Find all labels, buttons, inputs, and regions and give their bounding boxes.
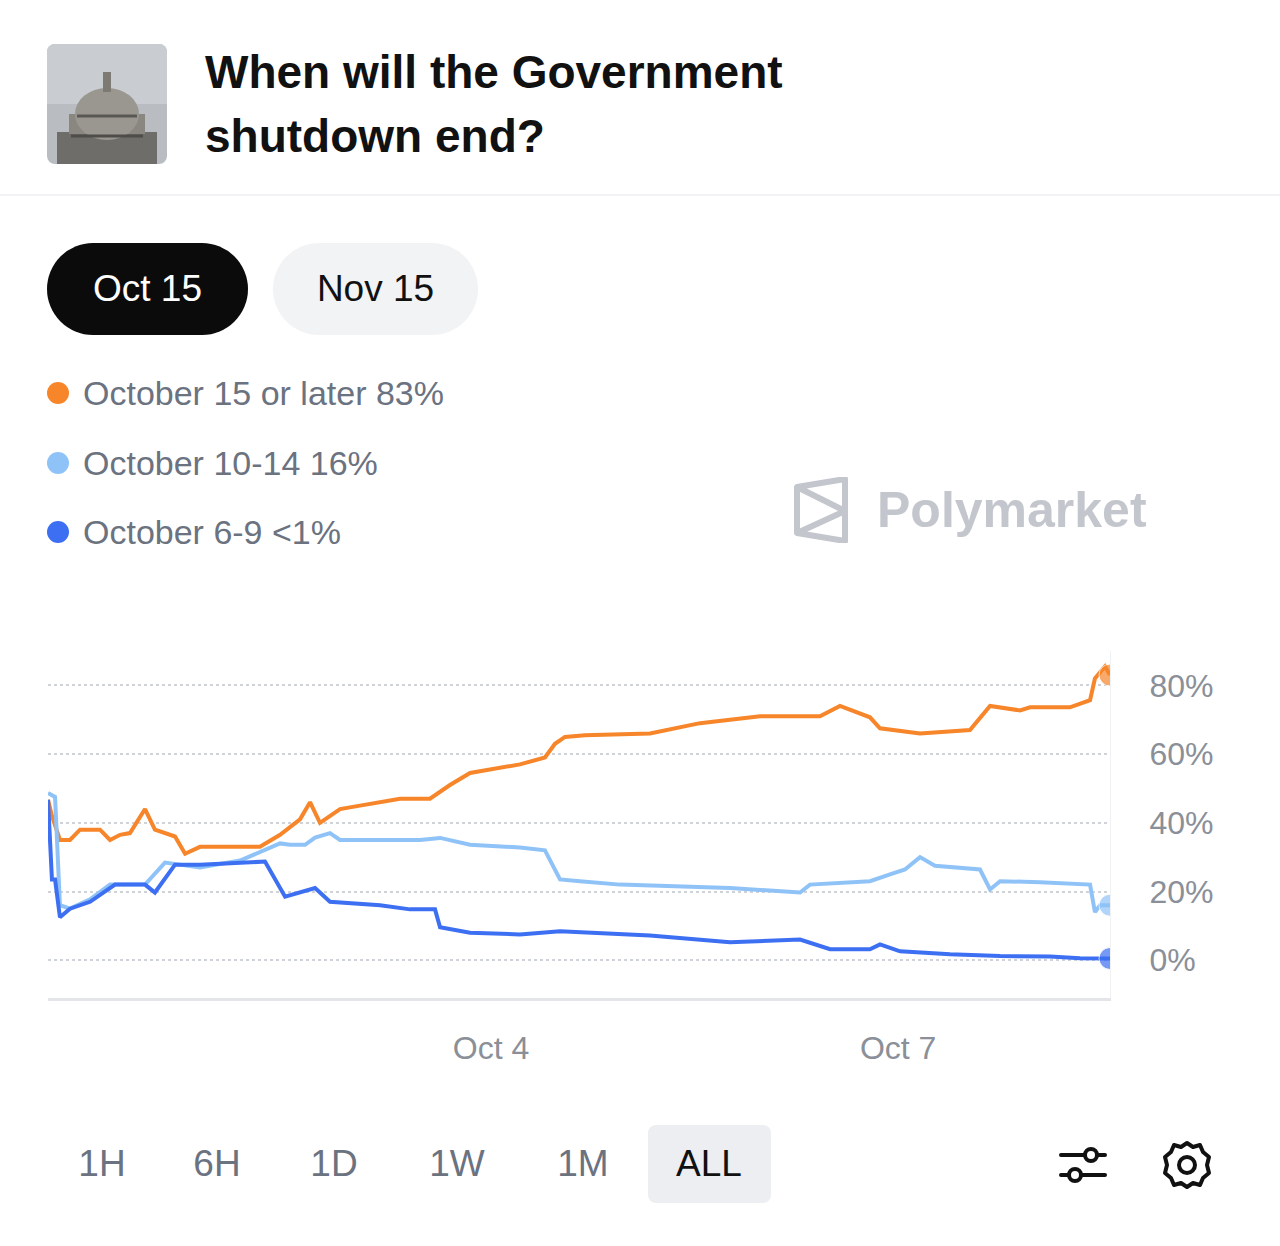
html-text:1M: 1M <box>557 1143 609 1184</box>
html-text:October 10-14 16%: October 10-14 16% <box>83 443 378 482</box>
svg-text:Oct 4: Oct 4 <box>453 1030 529 1066</box>
html-text:shutdown end?: shutdown end? <box>205 110 545 162</box>
svg-text:60%: 60% <box>1149 736 1213 772</box>
html-text:Polymarket: Polymarket <box>877 482 1147 538</box>
html-text:October 15 or later 83%: October 15 or later 83% <box>83 373 444 412</box>
html-text:6H: 6H <box>193 1143 241 1184</box>
html-text:1D: 1D <box>310 1143 358 1184</box>
html-text:Oct 15: Oct 15 <box>93 268 202 309</box>
html-text:1H: 1H <box>78 1143 126 1184</box>
svg-text:Oct 7: Oct 7 <box>860 1030 936 1066</box>
html-text:1W: 1W <box>429 1143 485 1184</box>
svg-text:40%: 40% <box>1149 805 1213 841</box>
html-text:October 6-9 <1%: October 6-9 <1% <box>83 512 341 551</box>
html-text:Nov 15: Nov 15 <box>316 268 435 309</box>
svg-text:20%: 20% <box>1149 874 1213 910</box>
html-text:When will the Government: When will the Government <box>205 46 783 98</box>
svg-text:80%: 80% <box>1149 668 1213 704</box>
svg-text:0%: 0% <box>1149 942 1195 978</box>
html-text:ALL: ALL <box>676 1143 742 1184</box>
